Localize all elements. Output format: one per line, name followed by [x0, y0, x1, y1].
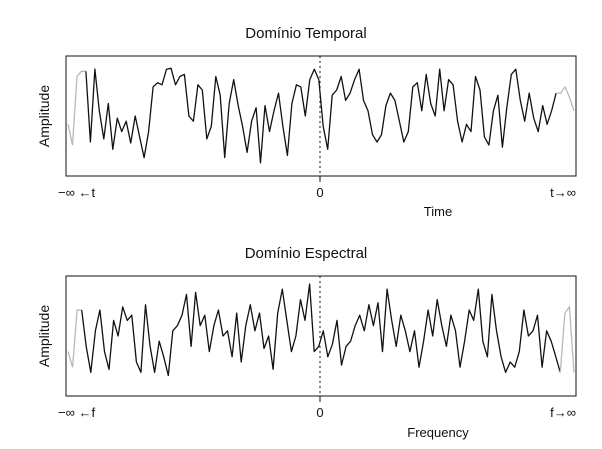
- temporal-plot-frame: [65, 55, 577, 177]
- spectral-series-faded-left: [67, 309, 82, 368]
- spectral-panel: Domínio Espectral Amplitude −∞ ←f 0 f→∞ …: [36, 245, 577, 440]
- spectral-ylabel: Amplitude: [36, 305, 52, 367]
- temporal-title: Domínio Temporal: [245, 25, 366, 42]
- temporal-ylabel: Amplitude: [36, 85, 52, 147]
- spectral-tick-left: −∞ ←f: [58, 405, 95, 420]
- temporal-series-faded-right: [556, 85, 575, 112]
- spectral-tick-center: 0: [316, 405, 323, 420]
- spectral-series-faded-right: [559, 305, 575, 373]
- temporal-series-main: [85, 67, 557, 164]
- temporal-xlabel: Time: [424, 204, 452, 219]
- spectral-xlabel: Frequency: [407, 425, 469, 440]
- spectral-title: Domínio Espectral: [245, 245, 368, 262]
- spectral-plot-frame: [65, 275, 577, 397]
- spectral-series-main: [81, 283, 561, 377]
- temporal-panel: Domínio Temporal Amplitude −∞ ←t 0 t→∞ T…: [36, 25, 577, 219]
- temporal-tick-center: 0: [316, 185, 323, 200]
- spectral-tick-right: f→∞: [550, 405, 576, 420]
- temporal-series-faded-left: [67, 70, 86, 146]
- temporal-tick-right: t→∞: [550, 185, 576, 200]
- temporal-tick-left: −∞ ←t: [58, 185, 95, 200]
